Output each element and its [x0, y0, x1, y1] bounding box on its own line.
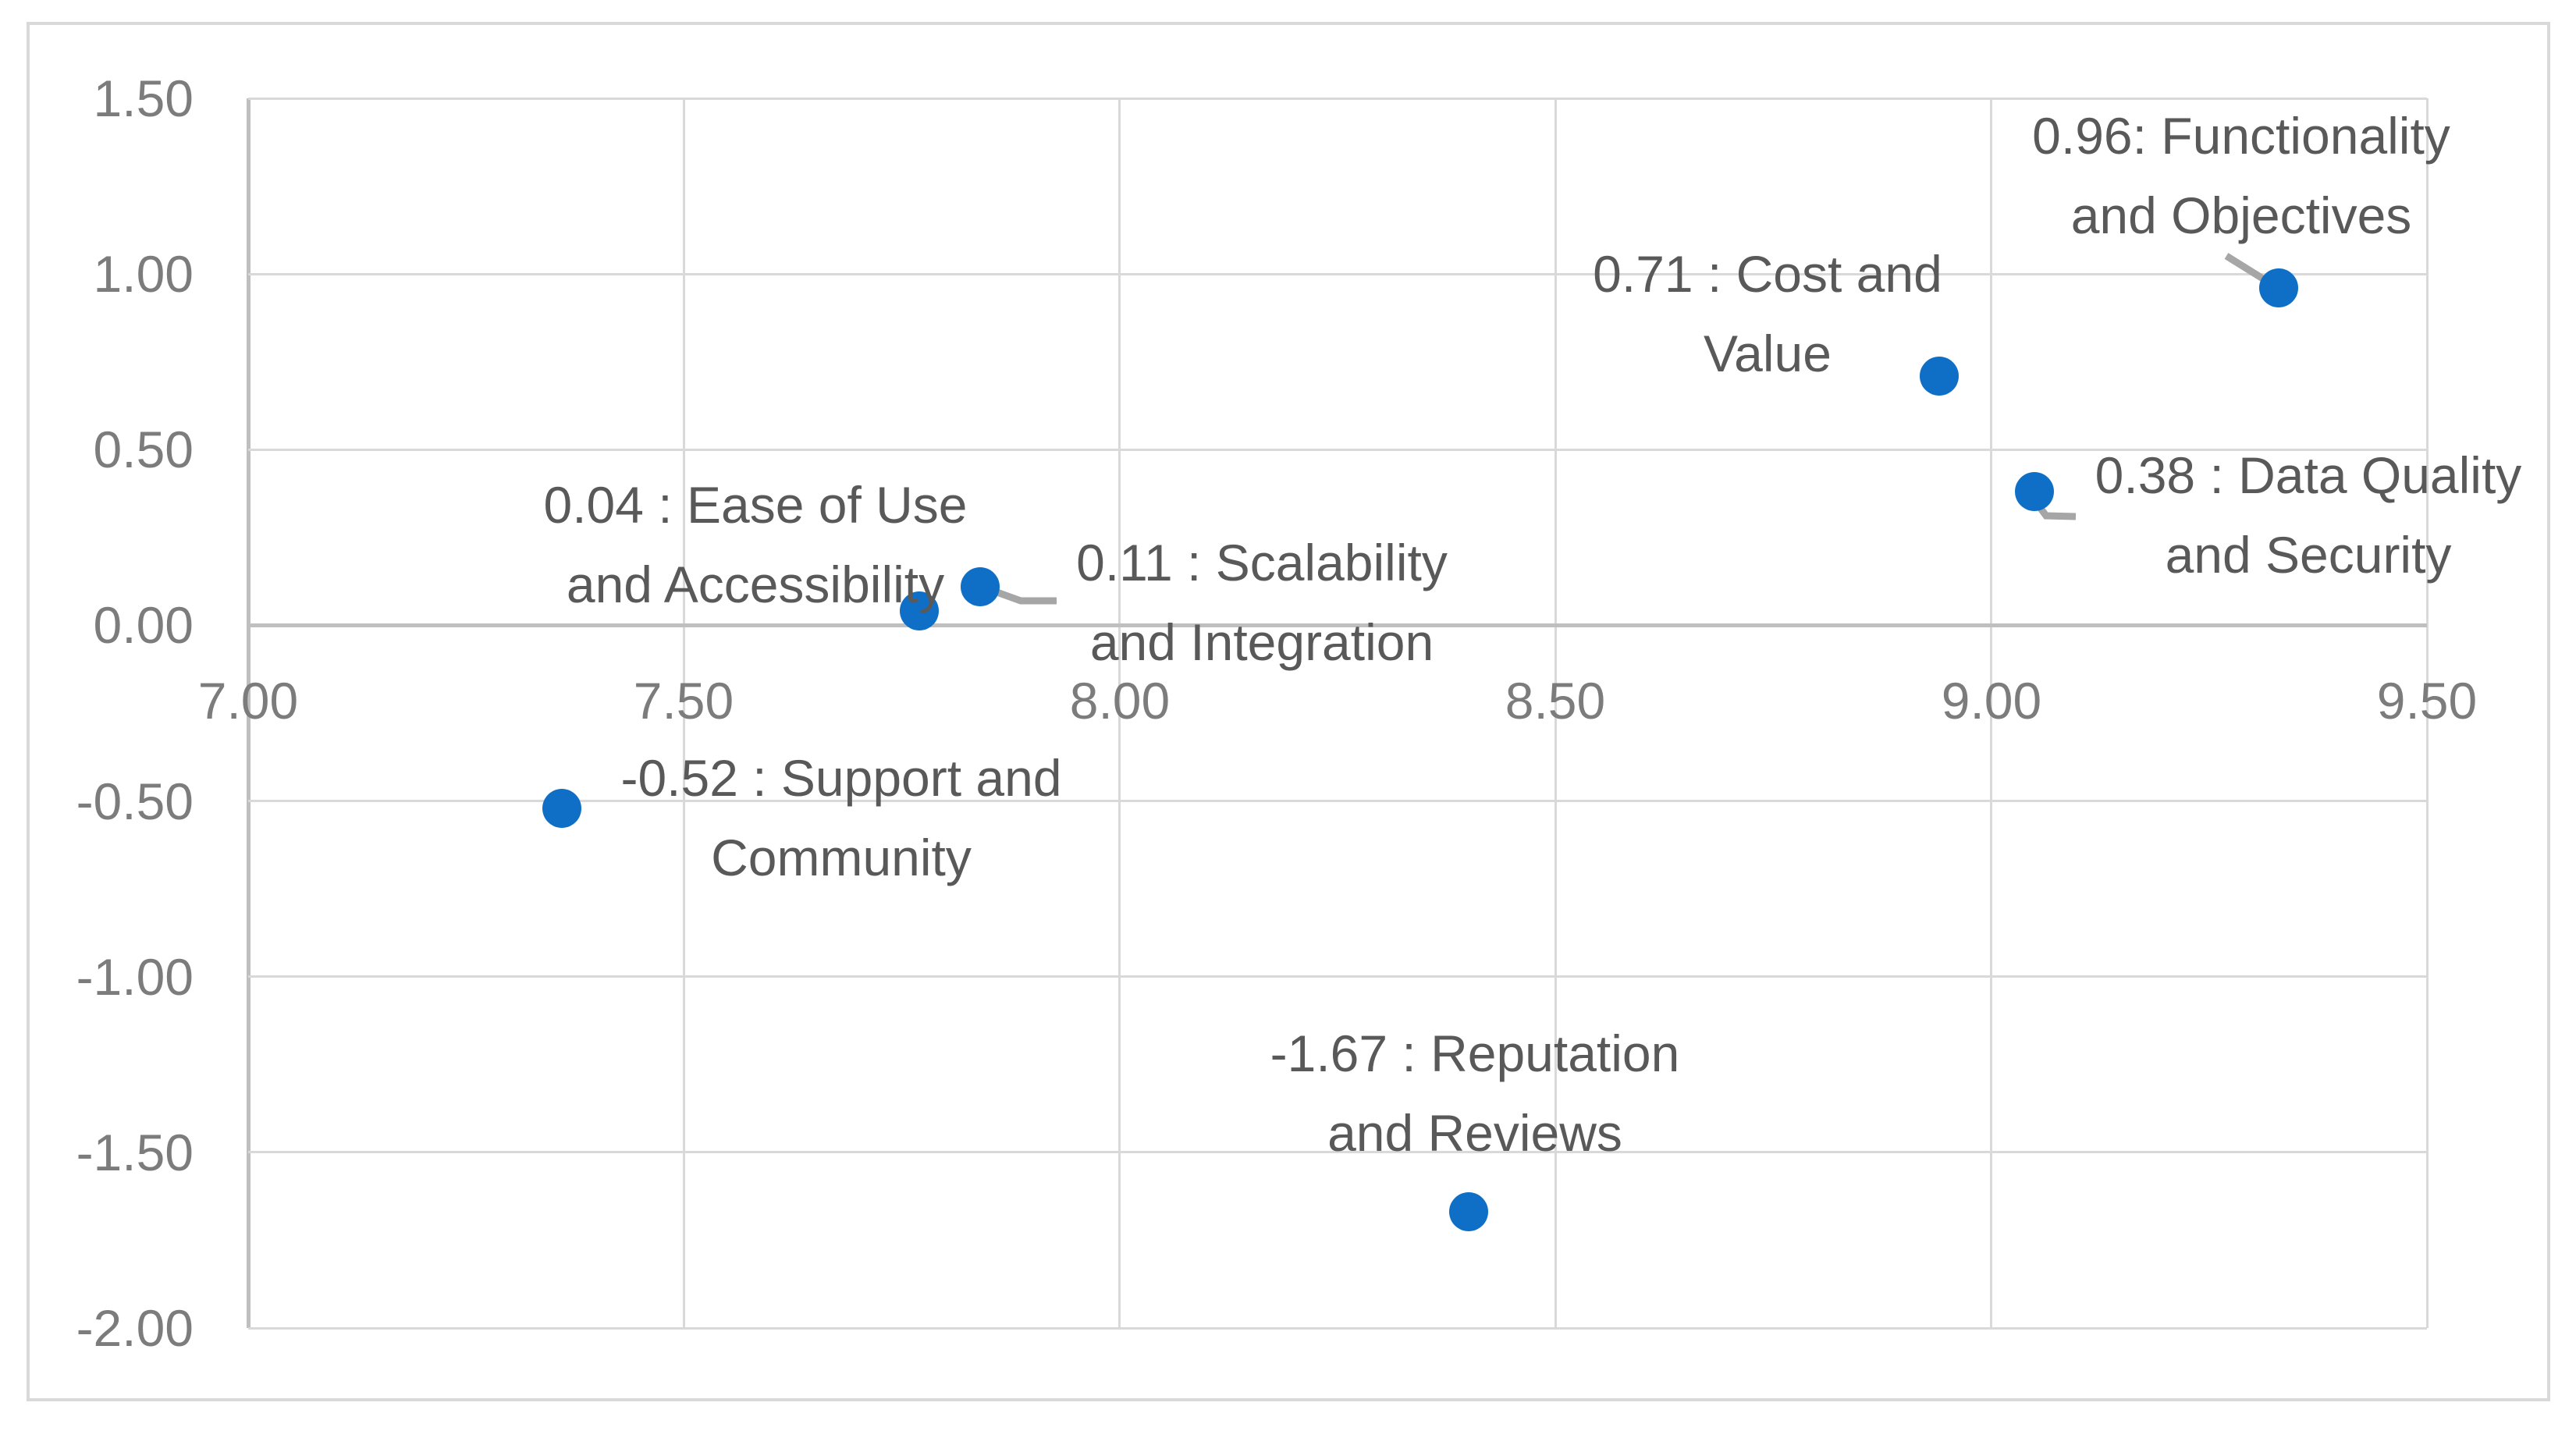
data-point-label-line: and Security [2165, 526, 2452, 584]
x-axis-tick-label: 7.50 [633, 672, 734, 730]
horizontal-gridline [248, 1151, 2427, 1153]
horizontal-gridline [248, 975, 2427, 978]
y-axis-tick-label: 0.50 [93, 421, 194, 478]
vertical-gridline [1990, 98, 1992, 1328]
x-axis-tick-label: 7.00 [197, 672, 299, 730]
data-point-label[interactable]: 0.38 : Data Quality and Security [1957, 435, 2576, 595]
data-point-marker[interactable] [2015, 472, 2054, 511]
y-axis-tick-label: -1.00 [76, 948, 194, 1006]
data-point-label-line: and Objectives [2070, 186, 2412, 244]
data-point-label[interactable]: -0.52 : Support and Community [490, 738, 1192, 897]
horizontal-gridline [248, 273, 2427, 275]
horizontal-gridline [248, 98, 2427, 100]
vertical-gridline [683, 98, 685, 1328]
data-point-marker[interactable] [2259, 268, 2298, 307]
x-axis-tick-label: 8.00 [1069, 672, 1171, 730]
data-point-label-line: Value [1704, 325, 1832, 382]
vertical-gridline [1554, 98, 1557, 1328]
horizontal-gridline [248, 800, 2427, 802]
x-axis-tick-label: 8.50 [1505, 672, 1606, 730]
y-axis-line [247, 98, 250, 1328]
horizontal-gridline [248, 449, 2427, 451]
data-point-label-line: and Reviews [1327, 1104, 1622, 1162]
data-point-label-line: -1.67 : Reputation [1270, 1024, 1680, 1082]
horizontal-gridline [248, 1327, 2427, 1330]
y-axis-tick-label: 0.00 [93, 596, 194, 654]
data-point-label[interactable]: 0.11 : Scalability and Integration [911, 523, 1613, 682]
vertical-gridline [1118, 98, 1121, 1328]
data-point-label[interactable]: -1.67 : Reputation and Reviews [1124, 1014, 1826, 1173]
data-point-label-line: and Accessibility [566, 556, 945, 613]
y-axis-tick-label: -0.50 [76, 772, 194, 830]
data-point-label-line: and Integration [1089, 613, 1434, 671]
data-point-marker[interactable] [1920, 357, 1959, 396]
vertical-gridline [2426, 98, 2429, 1328]
data-point-label-line: 0.11 : Scalability [1076, 534, 1448, 591]
data-point-label[interactable]: 0.71 : Cost and Value [1416, 234, 2119, 393]
data-point-label-line: 0.71 : Cost and [1593, 245, 1942, 303]
data-point-label[interactable]: 0.04 : Ease of Use and Accessibility [404, 465, 1107, 624]
data-point-label-line: -0.52 : Support and [620, 749, 1062, 807]
y-axis-tick-label: 1.00 [93, 245, 194, 303]
data-point-label[interactable]: 0.96: Functionality and Objectives [1890, 96, 2576, 255]
chart-border-frame[interactable] [27, 22, 2550, 1401]
y-axis-tick-label: 1.50 [93, 69, 194, 127]
x-axis-tick-label: 9.50 [2376, 672, 2478, 730]
data-point-label-line: 0.04 : Ease of Use [543, 476, 968, 534]
data-point-marker[interactable] [900, 591, 939, 630]
x-axis-line [248, 623, 2427, 627]
data-point-label-line: 0.38 : Data Quality [2095, 446, 2522, 504]
y-axis-tick-label: -1.50 [76, 1124, 194, 1181]
x-axis-tick-label: 9.00 [1941, 672, 2042, 730]
data-point-label-line: 0.96: Functionality [2032, 107, 2450, 165]
data-point-label-line: Community [711, 829, 972, 886]
y-axis-tick-label: -2.00 [76, 1299, 194, 1357]
data-point-marker[interactable] [961, 567, 1000, 606]
data-point-marker[interactable] [1449, 1192, 1488, 1231]
data-point-marker[interactable] [542, 789, 581, 828]
